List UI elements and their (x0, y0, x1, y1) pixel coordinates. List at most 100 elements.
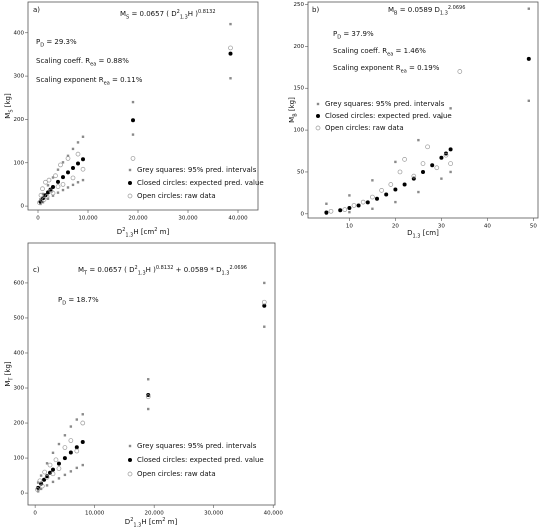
note-part: Scaling coeff. R (36, 57, 90, 65)
plot-frame (27, 242, 276, 506)
x-axis-title-part: 1.3 (125, 232, 133, 238)
x-tick-label: 40,000 (264, 511, 284, 517)
x-axis-title: D21.3H [cm2 m] (125, 517, 178, 529)
note-part: P (36, 38, 40, 46)
open-circle (40, 186, 45, 192)
legend-label: Grey squares: 95% pred. intervals (137, 166, 257, 174)
closed-circle (68, 450, 73, 455)
grey-square (440, 177, 443, 180)
x-tick-label: 30,000 (178, 216, 198, 222)
y-axis-title-part: B (292, 113, 298, 117)
x-tick-label: 40,000 (228, 216, 248, 222)
formula-part: 2.0696 (448, 5, 466, 11)
grey-square (71, 183, 75, 187)
x-axis-title-part: D (125, 518, 130, 526)
formula-part: 2 (177, 9, 180, 15)
open-circle (342, 207, 348, 212)
grey-square (81, 135, 85, 138)
open-circle (80, 166, 86, 172)
grey-square (449, 107, 452, 110)
y-tick-label: 200 (294, 44, 305, 50)
formula-part: S (126, 14, 129, 20)
grey-square (131, 100, 135, 104)
formula-part: 2.0696 (229, 265, 247, 271)
closed-circle (48, 187, 53, 192)
x-axis-title-part: 2 (154, 227, 157, 233)
x-tick-label: 10,000 (78, 216, 98, 222)
x-tick-label: 0 (36, 216, 40, 222)
formula-part: 1.3 (222, 270, 230, 276)
grey-square (440, 116, 443, 119)
x-tick-label: 40 (484, 224, 491, 230)
formula: MT = 0.0657 ( D21.3H )0.8132 + 0.0589 * … (78, 265, 247, 277)
open-circle (397, 169, 403, 175)
grey-square (449, 170, 452, 174)
x-axis-title-part: 2 (162, 517, 165, 523)
closed-circle (74, 445, 79, 450)
open-circle (43, 179, 48, 185)
x-tick-label: 30,000 (204, 511, 224, 517)
grey-square (61, 188, 65, 192)
x-tick-label: 10,000 (85, 511, 105, 517)
note: PD = 18.7% (58, 296, 99, 306)
y-tick-label: 0 (301, 211, 305, 217)
grey-square (36, 481, 40, 484)
closed-circle (439, 155, 444, 160)
grey-square (147, 407, 150, 411)
open-circle (60, 182, 66, 187)
y-tick-label: 400 (14, 350, 25, 356)
note: PD = 29.3% (36, 38, 77, 48)
note: Scaling coeff. Rea = 0.88% (36, 57, 129, 67)
closed-circle (76, 161, 80, 166)
open-circle (62, 445, 68, 450)
legend-label: Closed circles: expected pred. value (137, 179, 264, 187)
x-axis-title-part: 2 (130, 517, 133, 523)
grey-square (76, 141, 80, 144)
y-tick-label: 100 (14, 456, 25, 462)
open-circle (74, 448, 80, 454)
grey-square (39, 474, 43, 477)
grey-square (371, 207, 374, 210)
grey-square (69, 425, 73, 428)
y-tick-label: 50 (297, 169, 304, 175)
open-circle (37, 478, 43, 484)
y-tick-label: 400 (14, 30, 25, 36)
grey-square (527, 99, 530, 102)
open-circle (328, 208, 334, 214)
y-axis-title: MB [kg] (288, 97, 298, 123)
grey-square (45, 462, 49, 465)
closed-circle (61, 175, 65, 180)
closed-circle (338, 208, 343, 213)
grey-square (66, 154, 70, 158)
formula-part: 0.8132 (198, 9, 216, 15)
open-circle (42, 469, 48, 475)
closed-circle (81, 157, 85, 162)
open-circle (75, 151, 81, 157)
open-circle (402, 157, 407, 162)
x-axis-title-part: [cm] (420, 229, 439, 237)
y-tick-label: 0 (21, 491, 25, 497)
y-axis-title-part: S (8, 109, 14, 112)
closed-circle (384, 192, 389, 197)
open-circle (39, 483, 45, 489)
note: PD = 37.9% (333, 30, 374, 40)
legend-label: Closed circles: expected pred. value (137, 456, 264, 464)
closed-circle (324, 210, 329, 215)
grey-square (51, 451, 55, 455)
grey-square (348, 194, 351, 197)
panel-label: a) (33, 6, 40, 14)
open-circle (130, 156, 136, 161)
open-circle (38, 192, 44, 198)
x-axis-title-part: 1.3 (413, 233, 421, 239)
grey-square (325, 202, 328, 205)
grey-square (39, 197, 42, 201)
x-tick-label: 20 (392, 224, 399, 230)
closed-circle (228, 51, 233, 56)
note-part: Scaling exponent R (333, 64, 401, 72)
open-circle (53, 173, 58, 179)
grey-square (417, 138, 420, 142)
grey-square (128, 444, 132, 448)
y-tick-label: 100 (14, 160, 25, 166)
closed-circle (448, 147, 453, 152)
x-axis-title-part: D (407, 229, 412, 237)
